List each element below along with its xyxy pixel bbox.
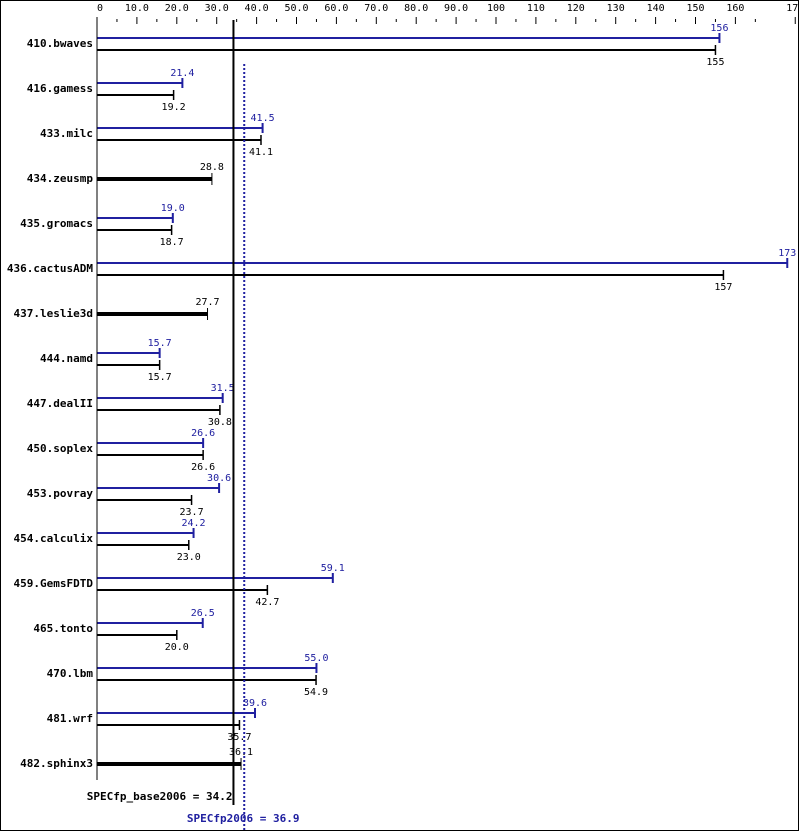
tick-label: 90.0 [444,3,468,14]
peak-value-label: 24.2 [182,518,206,529]
peak-value-label: 30.6 [207,473,231,484]
tick-label: 10.0 [125,3,149,14]
peak-value-label: 19.0 [161,203,185,214]
base-value-label: 42.7 [255,597,279,608]
peak-value-label: 26.5 [191,608,215,619]
tick-label: 110 [527,3,545,14]
category-label: 433.milc [40,127,93,140]
base-value-label: 23.0 [177,552,201,563]
tick-label: 30.0 [205,3,229,14]
base-value-label: 36.1 [229,747,253,758]
category-label: 416.gamess [27,82,93,95]
base-value-label: 41.1 [249,147,273,158]
base-value-label: 35.7 [227,732,251,743]
tick-label: 40.0 [245,3,269,14]
base-value-label: 30.8 [208,417,232,428]
base-value-label: 15.7 [148,372,172,383]
peak-mean-label: SPECfp2006 = 36.9 [187,812,300,825]
tick-label: 130 [607,3,625,14]
category-label: 481.wrf [47,712,93,725]
tick-label: 160 [726,3,744,14]
peak-value-label: 59.1 [321,563,345,574]
peak-value-label: 31.5 [211,383,235,394]
tick-label: 50.0 [284,3,308,14]
category-label: 436.cactusADM [7,262,93,275]
peak-value-label: 15.7 [148,338,172,349]
category-label: 459.GemsFDTD [14,577,94,590]
category-label: 482.sphinx3 [20,757,93,770]
tick-label: 120 [567,3,585,14]
base-value-label: 19.2 [162,102,186,113]
tick-label: 150 [686,3,704,14]
base-value-label: 28.8 [200,162,224,173]
category-label: 470.lbm [47,667,94,680]
base-value-label: 155 [706,57,724,68]
peak-value-label: 21.4 [170,68,194,79]
peak-value-label: 55.0 [304,653,328,664]
category-label: 450.soplex [27,442,94,455]
category-label: 410.bwaves [27,37,93,50]
peak-value-label: 156 [710,23,728,34]
category-label: 437.leslie3d [14,307,93,320]
peak-value-label: 26.6 [191,428,215,439]
base-mean-label: SPECfp_base2006 = 34.2 [87,790,233,803]
category-label: 454.calculix [14,532,94,545]
base-value-label: 23.7 [180,507,204,518]
tick-label: 60.0 [324,3,348,14]
tick-label: 140 [647,3,665,14]
base-value-label: 27.7 [195,297,219,308]
tick-label: 100 [487,3,505,14]
base-value-label: 18.7 [160,237,184,248]
base-value-label: 54.9 [304,687,328,698]
category-label: 453.povray [27,487,94,500]
tick-label: 80.0 [404,3,428,14]
category-label: 465.tonto [33,622,93,635]
base-value-label: 157 [714,282,732,293]
tick-label: 175 [786,3,799,14]
peak-value-label: 41.5 [251,113,275,124]
peak-value-label: 173 [778,248,796,259]
tick-label: 70.0 [364,3,388,14]
category-label: 434.zeusmp [27,172,94,185]
tick-label: 0 [97,3,103,14]
category-label: 444.namd [40,352,93,365]
tick-label: 20.0 [165,3,189,14]
category-label: 447.dealII [27,397,93,410]
category-label: 435.gromacs [20,217,93,230]
base-value-label: 20.0 [165,642,189,653]
peak-value-label: 39.6 [243,698,267,709]
base-value-label: 26.6 [191,462,215,473]
